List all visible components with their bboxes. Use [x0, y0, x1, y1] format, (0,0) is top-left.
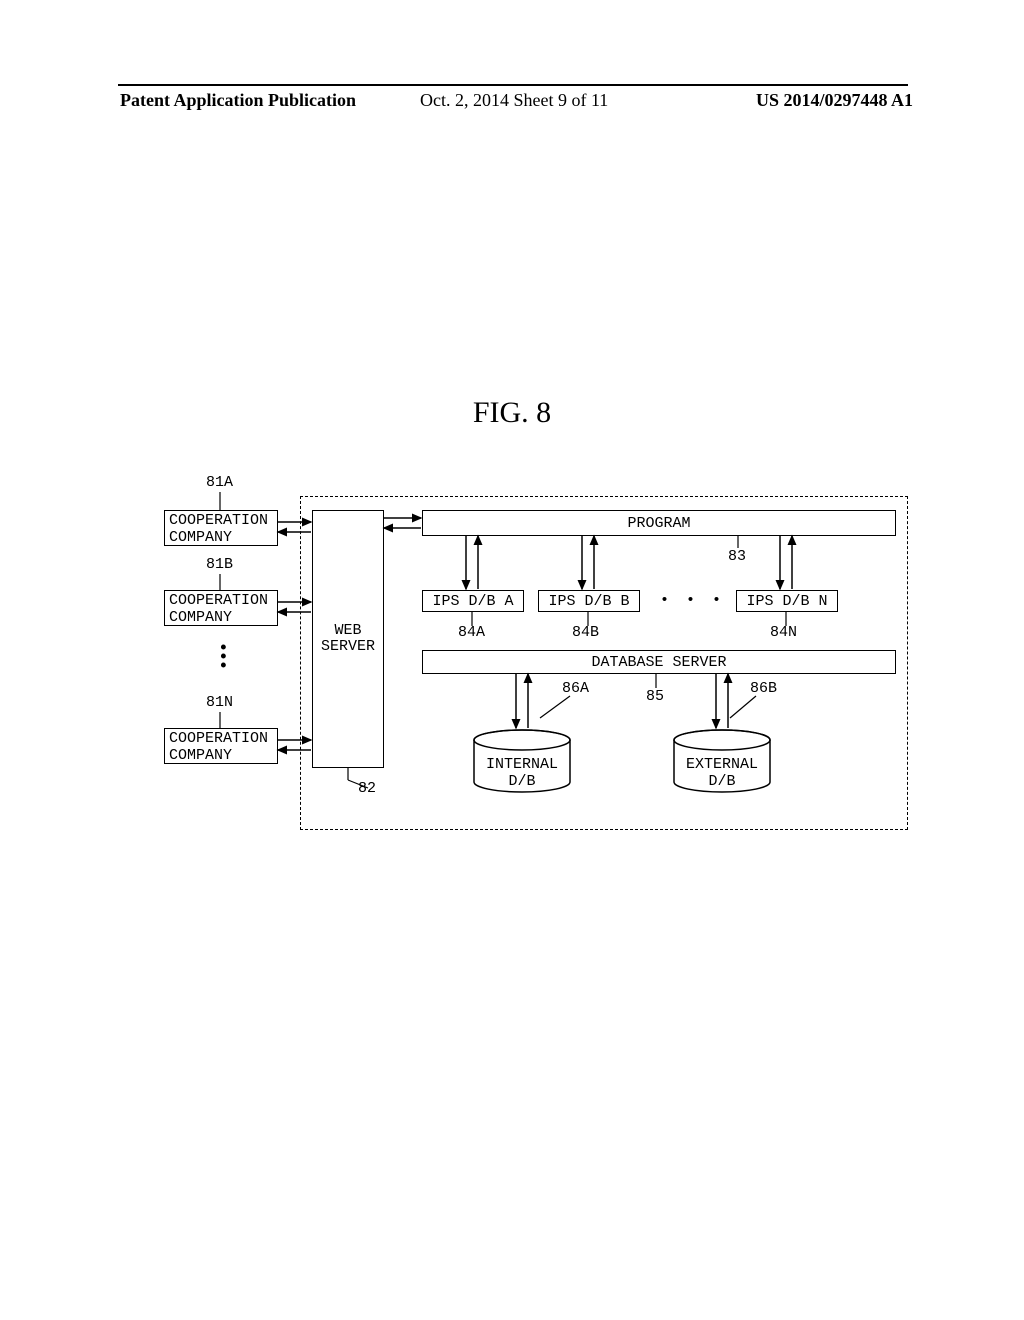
figure-title: FIG. 8: [0, 396, 1024, 430]
diagram: COOPERATION COMPANY 81A COOPERATION COMP…: [120, 470, 910, 850]
header-center: Oct. 2, 2014 Sheet 9 of 11: [420, 90, 608, 111]
page: Patent Application Publication Oct. 2, 2…: [0, 0, 1024, 1320]
header-left: Patent Application Publication: [120, 90, 356, 111]
header-right: US 2014/0297448 A1: [756, 90, 913, 111]
connectors: [120, 470, 910, 850]
